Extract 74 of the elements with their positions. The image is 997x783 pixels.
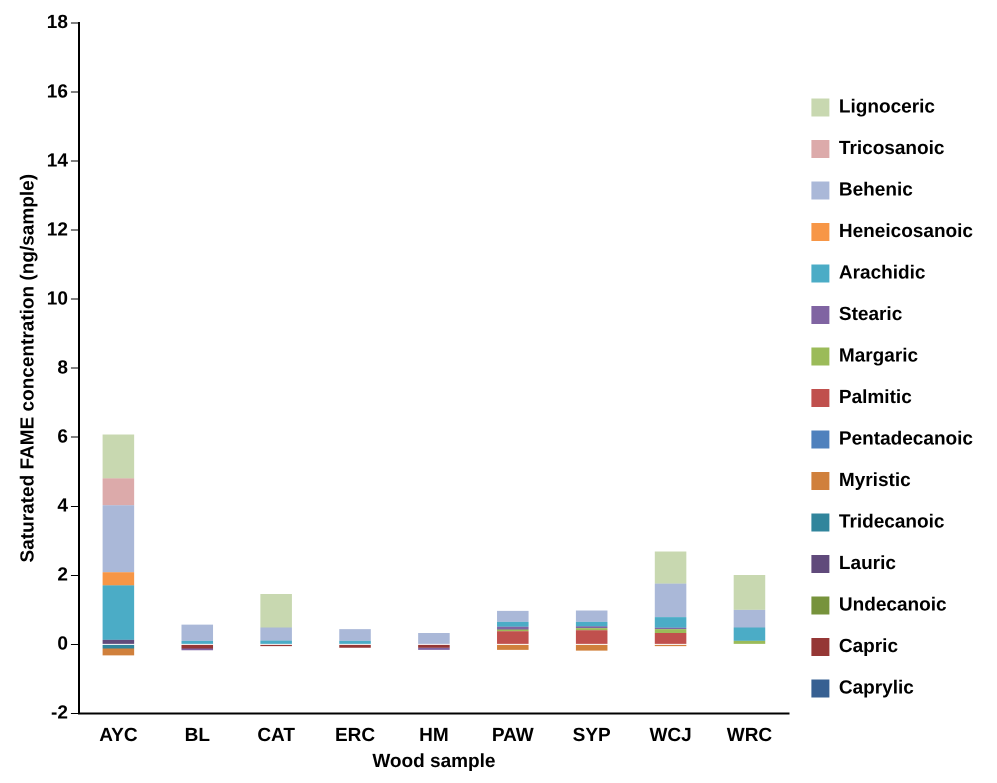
x-tick-label: HM xyxy=(419,725,449,746)
bar xyxy=(260,627,292,641)
y-tick-label: 16 xyxy=(46,81,68,102)
bar xyxy=(418,644,450,648)
legend-label: Heneicosanoic xyxy=(838,221,974,242)
bar xyxy=(497,644,529,650)
bar xyxy=(102,478,134,506)
bar xyxy=(102,648,134,656)
bar xyxy=(497,622,529,627)
bar xyxy=(734,640,766,644)
bar xyxy=(181,640,214,644)
bar xyxy=(260,594,292,628)
x-axis-title: Wood sample xyxy=(372,750,496,772)
bar xyxy=(339,629,371,641)
bar xyxy=(102,505,134,572)
legend-label: Palmitic xyxy=(838,387,912,408)
bar xyxy=(497,631,529,644)
bar xyxy=(181,644,214,649)
legend-label: Pentadecanoic xyxy=(838,428,974,450)
legend-label: Tridecanoic xyxy=(838,512,945,533)
bar xyxy=(497,610,529,622)
y-tick-label: 8 xyxy=(57,357,68,378)
bar xyxy=(339,644,371,648)
legend-label: Lauric xyxy=(838,553,896,574)
x-tick-label: WRC xyxy=(726,725,772,746)
legend-label: Arachidic xyxy=(838,262,926,284)
bar xyxy=(654,629,686,633)
bar xyxy=(181,624,214,641)
legend-label: Caprylic xyxy=(838,678,914,699)
bar xyxy=(654,617,686,628)
bar xyxy=(260,640,292,644)
legend-label: Capric xyxy=(838,636,898,658)
bar xyxy=(102,585,134,640)
bar xyxy=(654,632,686,644)
legend-label: Tricosanoic xyxy=(838,138,945,160)
y-tick-label: 10 xyxy=(46,288,68,310)
bar xyxy=(102,572,134,586)
legend-label: Lignoceric xyxy=(838,96,936,118)
bar xyxy=(734,574,766,610)
legend-label: Margaric xyxy=(838,346,919,367)
bar xyxy=(734,610,766,628)
bar xyxy=(339,640,371,644)
y-tick-label: 4 xyxy=(57,496,68,517)
bar xyxy=(418,632,450,644)
x-tick-label: SYP xyxy=(572,725,612,746)
bar xyxy=(576,644,608,651)
y-tick-label: 0 xyxy=(57,634,68,655)
bar xyxy=(102,640,134,644)
y-tick-label: 2 xyxy=(57,564,68,586)
bar xyxy=(654,552,686,584)
legend-label: Behenic xyxy=(838,180,914,201)
y-tick-label: -2 xyxy=(51,702,68,724)
x-tick-label: CAT xyxy=(257,725,296,746)
bar xyxy=(576,630,608,644)
bar xyxy=(654,584,686,618)
x-tick-label: PAW xyxy=(492,725,534,746)
legend-label: Stearic xyxy=(838,304,903,326)
y-axis-title: Saturated FAME concentration (ng/sample) xyxy=(18,174,39,562)
x-tick-label: AYC xyxy=(99,725,138,746)
bar xyxy=(497,626,529,630)
bar xyxy=(576,610,608,622)
y-tick-label: 18 xyxy=(46,12,68,34)
bar xyxy=(734,627,766,641)
y-tick-label: 12 xyxy=(46,219,68,240)
bar xyxy=(102,434,134,478)
bar xyxy=(576,622,608,626)
y-tick-label: 6 xyxy=(57,426,68,448)
legend-label: Undecanoic xyxy=(838,594,948,616)
y-tick-label: 14 xyxy=(46,150,68,172)
x-tick-label: WCJ xyxy=(649,725,692,746)
x-tick-label: BL xyxy=(184,725,210,746)
legend-label: Myristic xyxy=(838,470,912,492)
bar xyxy=(102,644,134,649)
x-tick-label: ERC xyxy=(334,725,376,746)
